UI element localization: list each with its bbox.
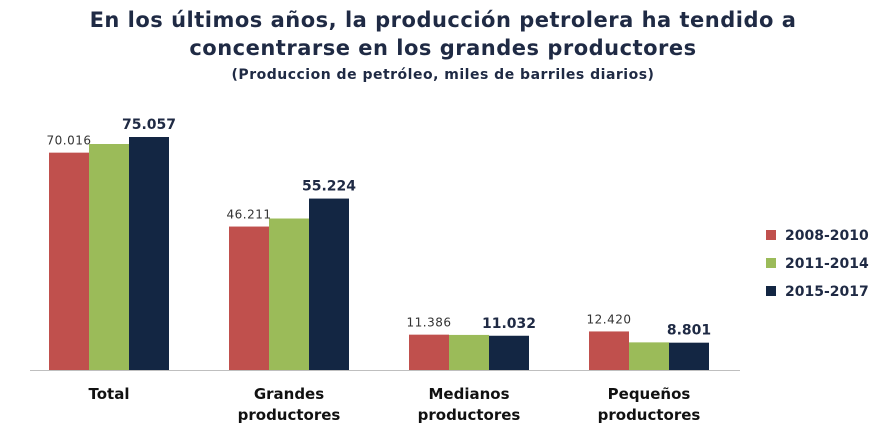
bar-2008-2010-cat-1 [229,226,269,370]
bar-2015-2017-cat-1 [309,198,349,370]
data-label: 11.032 [482,316,536,332]
x-tick-label: productores [598,406,701,424]
legend-label: 2008-2010 [785,228,869,244]
bar-2011-2014-cat-1 [269,218,309,370]
bar-2011-2014-cat-0 [89,144,129,370]
data-label: 55.224 [302,179,356,195]
legend-label: 2011-2014 [785,256,869,272]
bar-2008-2010-cat-0 [49,152,89,370]
data-label: 46.211 [227,208,272,222]
legend-swatch [766,230,776,240]
bar-2015-2017-cat-3 [669,342,709,370]
legend-label: 2015-2017 [785,284,869,300]
chart-title-line2: concentrarse en los grandes productores [189,36,697,60]
chart-title-line1: En los últimos años, la producción petro… [89,8,797,32]
bar-2008-2010-cat-2 [409,334,449,370]
bar-2015-2017-cat-0 [129,137,169,370]
legend-swatch [766,286,776,296]
legend-swatch [766,258,776,268]
data-label: 11.386 [407,316,452,330]
data-label: 12.420 [587,312,632,326]
x-tick-label: Pequeños [608,385,691,403]
x-tick-label: productores [418,406,521,424]
x-tick-label: Grandes [254,385,324,403]
bar-2015-2017-cat-2 [489,335,529,370]
data-label: 75.057 [122,117,176,133]
data-label: 70.016 [47,134,92,148]
bar-2008-2010-cat-3 [589,331,629,370]
x-tick-label: Medianos [428,385,509,403]
chart-subtitle: (Produccion de petróleo, miles de barril… [231,67,655,83]
x-tick-label: Total [89,385,130,403]
data-label: 8.801 [667,323,711,339]
bar-2011-2014-cat-2 [449,334,489,370]
bar-2011-2014-cat-3 [629,342,669,370]
x-tick-label: productores [238,406,341,424]
